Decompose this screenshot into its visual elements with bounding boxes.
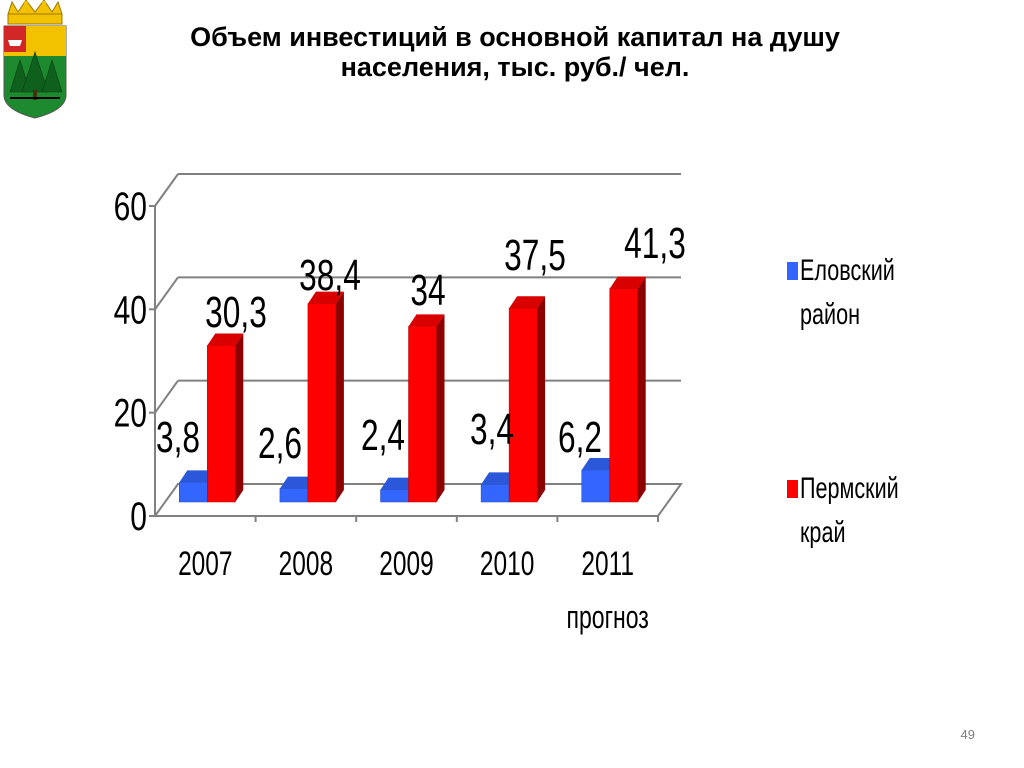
bar-perm-2009 (408, 326, 437, 503)
data-label-perm: 34 (410, 266, 445, 315)
title-line-1: Объем инвестиций в основной капитал на д… (190, 22, 840, 52)
y-tick-label: 20 (114, 392, 147, 436)
data-label-eloovsky: 3,8 (156, 413, 200, 462)
legend-item-eloovsky-label: район (800, 296, 860, 330)
bar-side (637, 276, 646, 502)
y-tick-label: 60 (114, 185, 147, 229)
bar-eloovsky-2008 (279, 488, 309, 503)
legend-item-eloovsky-label: Еловский (800, 252, 895, 286)
legend-item-perm-label: Пермский (800, 470, 899, 504)
x-tick-label: 2010 (480, 545, 534, 583)
legend: Еловский район Пермский край (787, 252, 899, 549)
bar-eloovsky-2007 (179, 482, 208, 503)
data-labels: 3,8 2,6 2,4 3,4 6,2 30,3 38,4 34 37,5 41,3 (156, 219, 686, 468)
page-number: 49 (960, 727, 975, 742)
bar-top (179, 470, 216, 483)
bar-top (207, 333, 244, 346)
y-tick-label: 0 (130, 495, 147, 539)
crown-icon (7, 0, 63, 25)
y-axis: 0 20 40 60 (114, 185, 659, 539)
bar-top (481, 472, 518, 485)
bar-side (335, 291, 344, 502)
x-tick-label: 2007 (178, 545, 232, 583)
bar-eloovsky-2010 (480, 484, 510, 503)
y-tick-label: 40 (114, 288, 147, 332)
data-label-eloovsky: 6,2 (558, 413, 602, 462)
x-tick-sublabel: прогноз (567, 599, 649, 635)
legend-item-eloovsky-swatch (787, 262, 798, 280)
title-line-2: населения, тыс. руб./ чел. (340, 52, 690, 82)
bar-top (380, 477, 417, 490)
gridline-diagonal (154, 380, 179, 414)
data-label-perm: 38,4 (299, 251, 361, 300)
data-label-eloovsky: 3,4 (470, 405, 514, 454)
data-label-eloovsky: 2,6 (258, 419, 302, 468)
chart-title: Объем инвестиций в основной капитал на д… (90, 22, 940, 82)
bars (179, 276, 646, 503)
bar-top (581, 457, 618, 470)
data-label-perm: 41,3 (624, 219, 686, 268)
bar-side (235, 333, 244, 502)
bar-side (436, 314, 445, 502)
data-label-eloovsky: 2,4 (361, 411, 405, 460)
x-axis: 2007 2008 2009 2010 2011 прогноз (178, 545, 649, 635)
bar-top (609, 276, 646, 289)
x-tick-label: 2009 (379, 545, 433, 583)
bar-side (537, 296, 546, 502)
bar-perm-2008 (307, 303, 337, 503)
legend-item-perm-label: край (800, 514, 846, 548)
bar-eloovsky-2009 (380, 489, 409, 503)
data-label-perm: 37,5 (504, 231, 566, 280)
bar-eloovsky-2011 (581, 469, 610, 503)
gridline-diagonal (154, 173, 179, 207)
bar-perm-2011 (609, 288, 638, 503)
bar-top (279, 476, 316, 489)
bar-perm-2007 (207, 345, 236, 503)
data-label-perm: 30,3 (205, 288, 267, 337)
coat-of-arms-emblem (3, 0, 67, 119)
bar-perm-2010 (508, 308, 538, 503)
bar-top (408, 314, 445, 327)
x-tick-label: 2008 (279, 545, 333, 583)
bar-top (509, 296, 546, 309)
legend-item-perm-swatch (787, 480, 798, 498)
bar-top (307, 291, 344, 304)
gridline-diagonal (154, 276, 179, 310)
x-tick-label: 2011 (581, 545, 634, 583)
